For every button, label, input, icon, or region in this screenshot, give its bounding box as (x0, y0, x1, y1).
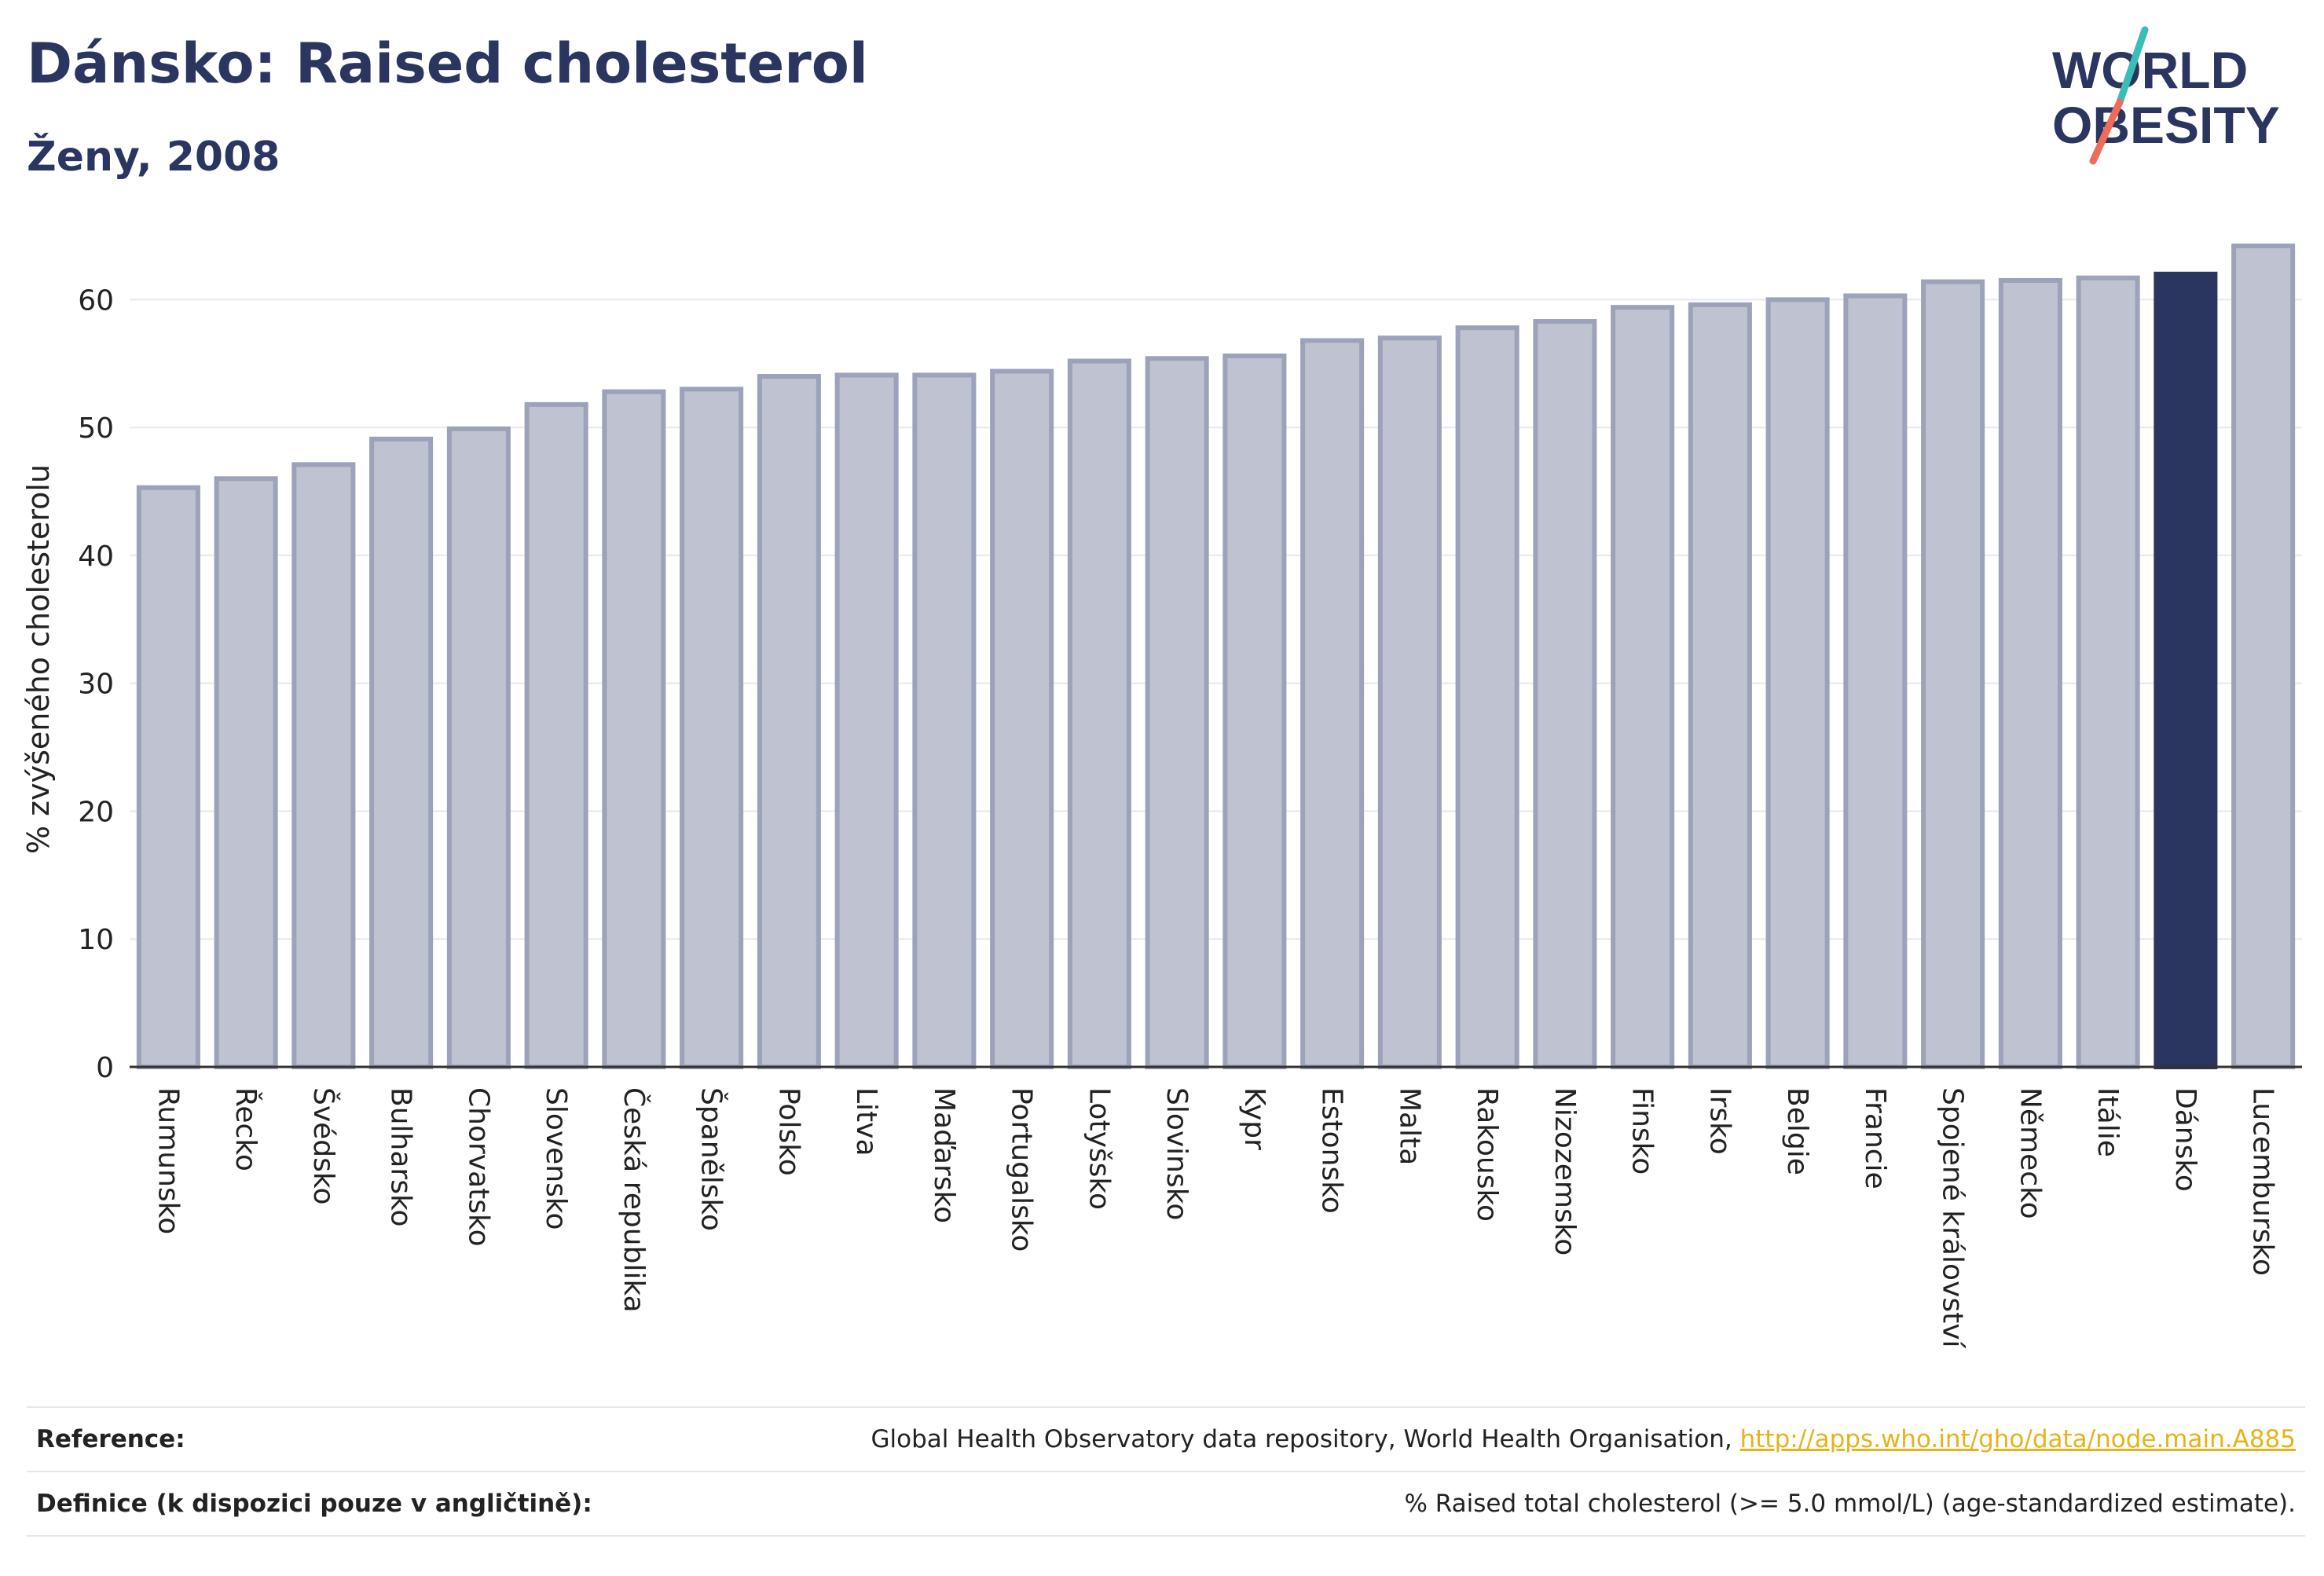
x-tick-label: Dánsko (2169, 1087, 2201, 1192)
bar-14 (1222, 354, 1287, 1070)
definition-text: % Raised total cholesterol (>= 5.0 mmol/… (1404, 1490, 2296, 1518)
bar-21 (1765, 297, 1830, 1069)
y-tick-label: 60 (78, 284, 114, 317)
x-tick-label: Česká republika (618, 1087, 651, 1313)
bar-1 (214, 476, 278, 1069)
bar-27 (2231, 244, 2296, 1070)
reference-link[interactable]: http://apps.who.int/gho/data/node.main.A… (1739, 1425, 2296, 1453)
x-tick-label: Švédsko (307, 1087, 340, 1205)
x-tick-label: Litva (850, 1087, 882, 1156)
bar-6 (602, 389, 666, 1069)
x-tick-label: Španělsko (695, 1087, 728, 1231)
bar-13 (1145, 356, 1209, 1069)
bar-4 (446, 426, 511, 1069)
x-tick-label: Finsko (1626, 1087, 1659, 1175)
logo-teal-slash (2116, 26, 2149, 106)
chart-subtitle: Ženy, 2008 (27, 134, 280, 181)
x-tick-label: Francie (1859, 1087, 1891, 1189)
x-tick-label: Slovensko (540, 1087, 572, 1230)
logo-line-2: OBESITY (2052, 96, 2280, 154)
bar-8 (757, 374, 821, 1069)
logo-line-1: WORLD (2052, 41, 2248, 99)
x-tick-label: Řecko (229, 1087, 262, 1171)
bar-24 (1998, 277, 2062, 1069)
bar-0 (136, 485, 200, 1069)
bar-19 (1611, 305, 1675, 1069)
x-tick-label: Irsko (1703, 1087, 1736, 1155)
bar-3 (369, 436, 434, 1069)
bar-17 (1455, 325, 1519, 1069)
x-tick-label: Estonsko (1316, 1087, 1348, 1214)
x-tick-label: Rumunsko (152, 1087, 184, 1234)
x-tick-label: Německo (2014, 1087, 2046, 1219)
bar-12 (1067, 358, 1131, 1069)
x-tick-label: Chorvatsko (462, 1087, 494, 1247)
bar-11 (990, 368, 1054, 1069)
definition-row: Definice (k dispozici pouze v angličtině… (27, 1471, 2305, 1537)
y-tick-label: 0 (96, 1052, 114, 1084)
y-axis-ticks: 0 10 20 30 40 50 60 (78, 284, 114, 1084)
bar-23 (1921, 279, 1985, 1069)
reference-label: Reference: (36, 1425, 185, 1453)
y-axis-label: % zvýšeného cholesterolu (21, 464, 56, 854)
x-tick-label: Belgie (1781, 1087, 1813, 1175)
reference-row: Reference: Global Health Observatory dat… (27, 1406, 2305, 1471)
bar-20 (1688, 302, 1752, 1069)
x-tick-label: Spojené království (1937, 1087, 1969, 1349)
bar-26 (2154, 271, 2218, 1070)
bar-9 (834, 372, 899, 1069)
x-tick-label: Portugalsko (1006, 1087, 1038, 1252)
y-tick-label: 20 (78, 796, 114, 828)
x-axis-labels: Rumunsko Řecko Švédsko Bulharsko Chorvatsko S… (152, 1087, 2278, 1349)
references-table: Reference: Global Health Observatory dat… (27, 1406, 2305, 1537)
bar-7 (680, 387, 744, 1070)
definition-label: Definice (k dispozici pouze v angličtině… (36, 1490, 592, 1518)
x-tick-label: Lucembursko (2247, 1087, 2279, 1276)
x-tick-label: Polsko (772, 1087, 805, 1176)
bar-5 (524, 401, 588, 1069)
y-tick-label: 40 (78, 541, 114, 573)
reference-text: Global Health Observatory data repositor… (871, 1425, 1740, 1453)
logo-coral-slash (2089, 98, 2124, 165)
x-tick-label: Bulharsko (385, 1087, 417, 1227)
bar-15 (1300, 338, 1365, 1069)
x-tick-label: Nizozemsko (1549, 1087, 1581, 1255)
bar-10 (912, 372, 977, 1069)
x-tick-label: Lotyšsko (1083, 1087, 1115, 1210)
x-tick-label: Malta (1393, 1087, 1425, 1165)
bar-chart: 0 10 20 30 40 50 60 Rumunsko Řecko Švédsko Bulhar… (21, 244, 2302, 1349)
bar-18 (1533, 319, 1597, 1070)
bar-2 (291, 462, 356, 1069)
bars (136, 244, 2296, 1070)
bar-25 (2076, 275, 2140, 1069)
y-tick-label: 50 (78, 412, 114, 445)
bar-16 (1377, 335, 1442, 1069)
x-tick-label: Slovinsko (1160, 1087, 1193, 1220)
chart-title: Dánsko: Raised cholesterol (27, 31, 868, 96)
x-tick-label: Itálie (2091, 1087, 2124, 1157)
bar-22 (1843, 293, 1908, 1069)
x-tick-label: Maďarsko (928, 1087, 960, 1223)
reference-value: Global Health Observatory data repositor… (871, 1425, 2305, 1453)
y-tick-label: 10 (78, 924, 114, 956)
y-tick-label: 30 (78, 669, 114, 701)
world-obesity-logo: WORLD OBESITY (2052, 26, 2280, 165)
x-tick-label: Kypr (1238, 1087, 1270, 1150)
x-tick-label: Rakousko (1471, 1087, 1503, 1222)
